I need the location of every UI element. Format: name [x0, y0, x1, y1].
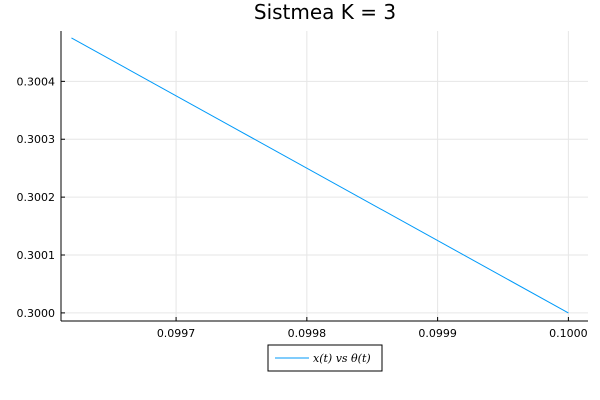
y-tick-label: 0.3002: [17, 191, 56, 204]
chart-title: Sistmea K = 3: [254, 0, 396, 24]
series-line-0: [71, 37, 569, 314]
x-tick-label: 0.1000: [549, 327, 588, 340]
x-tick-label: 0.0999: [418, 327, 457, 340]
x-tick-label: 0.0998: [288, 327, 327, 340]
y-tick-label: 0.3003: [17, 133, 56, 146]
legend: x(t) vs θ(t): [267, 344, 383, 372]
legend-label: x(t) vs θ(t): [313, 352, 371, 365]
grid-lines: [61, 31, 588, 321]
axes: [60, 31, 588, 322]
tick-labels: 0.0997 0.0998 0.0999 0.1000 0.3000 0.3001 0.30…: [17, 75, 588, 340]
series-layer: [71, 37, 569, 314]
y-tick-label: 0.3004: [17, 75, 56, 88]
y-tick-label: 0.3000: [17, 307, 56, 320]
x-tick-label: 0.0997: [157, 327, 196, 340]
y-tick-label: 0.3001: [17, 249, 56, 262]
